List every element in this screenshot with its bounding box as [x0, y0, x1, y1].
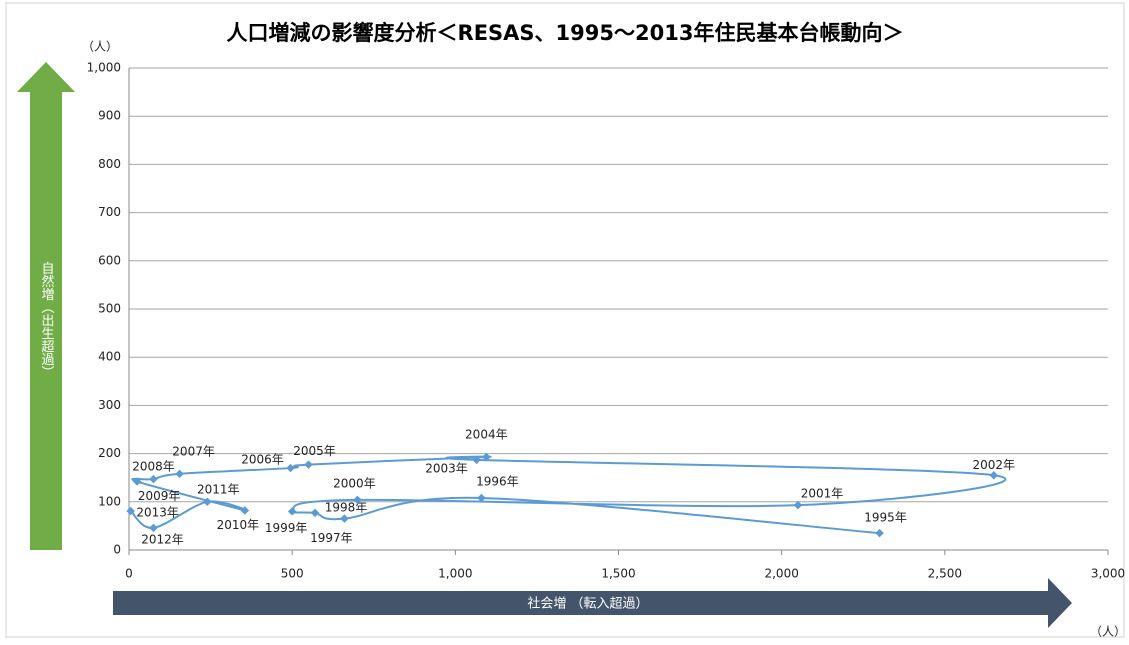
point-label: 2007年 — [172, 444, 215, 458]
x-tick-label: 0 — [125, 567, 133, 581]
point — [989, 471, 999, 480]
y-tick-label: 400 — [98, 350, 121, 364]
y-tick-label: 100 — [98, 494, 121, 508]
point-label: 2012年 — [141, 532, 184, 546]
chart-title: 人口増減の影響度分析＜RESAS、1995〜2013年住民基本台帳動向＞ — [227, 21, 904, 45]
point-label: 2001年 — [801, 487, 844, 501]
x-tick-label: 2,000 — [764, 567, 798, 581]
point-label: 2006年 — [241, 453, 284, 467]
point-label: 2013年 — [136, 505, 179, 519]
point — [793, 500, 803, 510]
point — [353, 495, 362, 505]
x-axis-arrow — [113, 578, 1072, 628]
y-tick-label: 500 — [98, 302, 121, 316]
y-tick-label: 900 — [98, 109, 121, 123]
point-label: 1999年 — [265, 521, 308, 535]
point-label: 1997年 — [310, 531, 353, 545]
point — [286, 463, 295, 473]
point-label: 2004年 — [465, 427, 508, 441]
y-tick-label: 0 — [113, 543, 121, 557]
x-unit: （人） — [1090, 625, 1126, 639]
point — [340, 514, 349, 523]
point — [472, 455, 481, 465]
x-tick-label: 1,500 — [601, 567, 635, 581]
point-label: 2010年 — [217, 518, 260, 532]
x-axis-label: 社会増 （転入超過） — [527, 596, 648, 612]
y-tick-label: 600 — [98, 253, 121, 267]
y-tick-label: 300 — [98, 398, 121, 412]
point-label: 1995年 — [864, 511, 907, 525]
y-tick-label: 800 — [98, 157, 121, 171]
x-tick-label: 1,000 — [438, 567, 472, 581]
point-label: 2005年 — [293, 444, 336, 458]
point — [175, 469, 184, 479]
y-tick-label: 1,000 — [87, 61, 121, 75]
point-label: 2009年 — [138, 489, 181, 503]
point — [149, 474, 158, 484]
y-unit: （人） — [82, 40, 118, 54]
x-tick-label: 500 — [281, 567, 304, 581]
y-axis-arrow — [17, 62, 75, 550]
chart-frame — [5, 2, 1125, 638]
x-tick-label: 2,500 — [928, 567, 962, 581]
point-label: 2011年 — [197, 482, 240, 496]
point — [203, 497, 212, 507]
y-axis-label: 自然増（出生超過） — [39, 262, 55, 379]
x-tick-label: 3,000 — [1091, 567, 1125, 581]
point — [132, 477, 142, 486]
point-label: 2000年 — [333, 476, 376, 490]
point — [482, 452, 491, 462]
point-label: 1996年 — [476, 474, 519, 488]
point — [304, 460, 313, 469]
point — [477, 493, 486, 503]
point — [149, 523, 158, 533]
point — [875, 528, 884, 538]
point — [310, 508, 320, 518]
point-label: 2002年 — [973, 458, 1016, 472]
point-label: 2008年 — [132, 460, 175, 474]
point — [287, 507, 297, 516]
y-tick-label: 200 — [98, 446, 121, 460]
y-tick-label: 700 — [98, 205, 121, 219]
point-label: 1998年 — [325, 500, 368, 514]
point-label: 2003年 — [425, 461, 468, 475]
